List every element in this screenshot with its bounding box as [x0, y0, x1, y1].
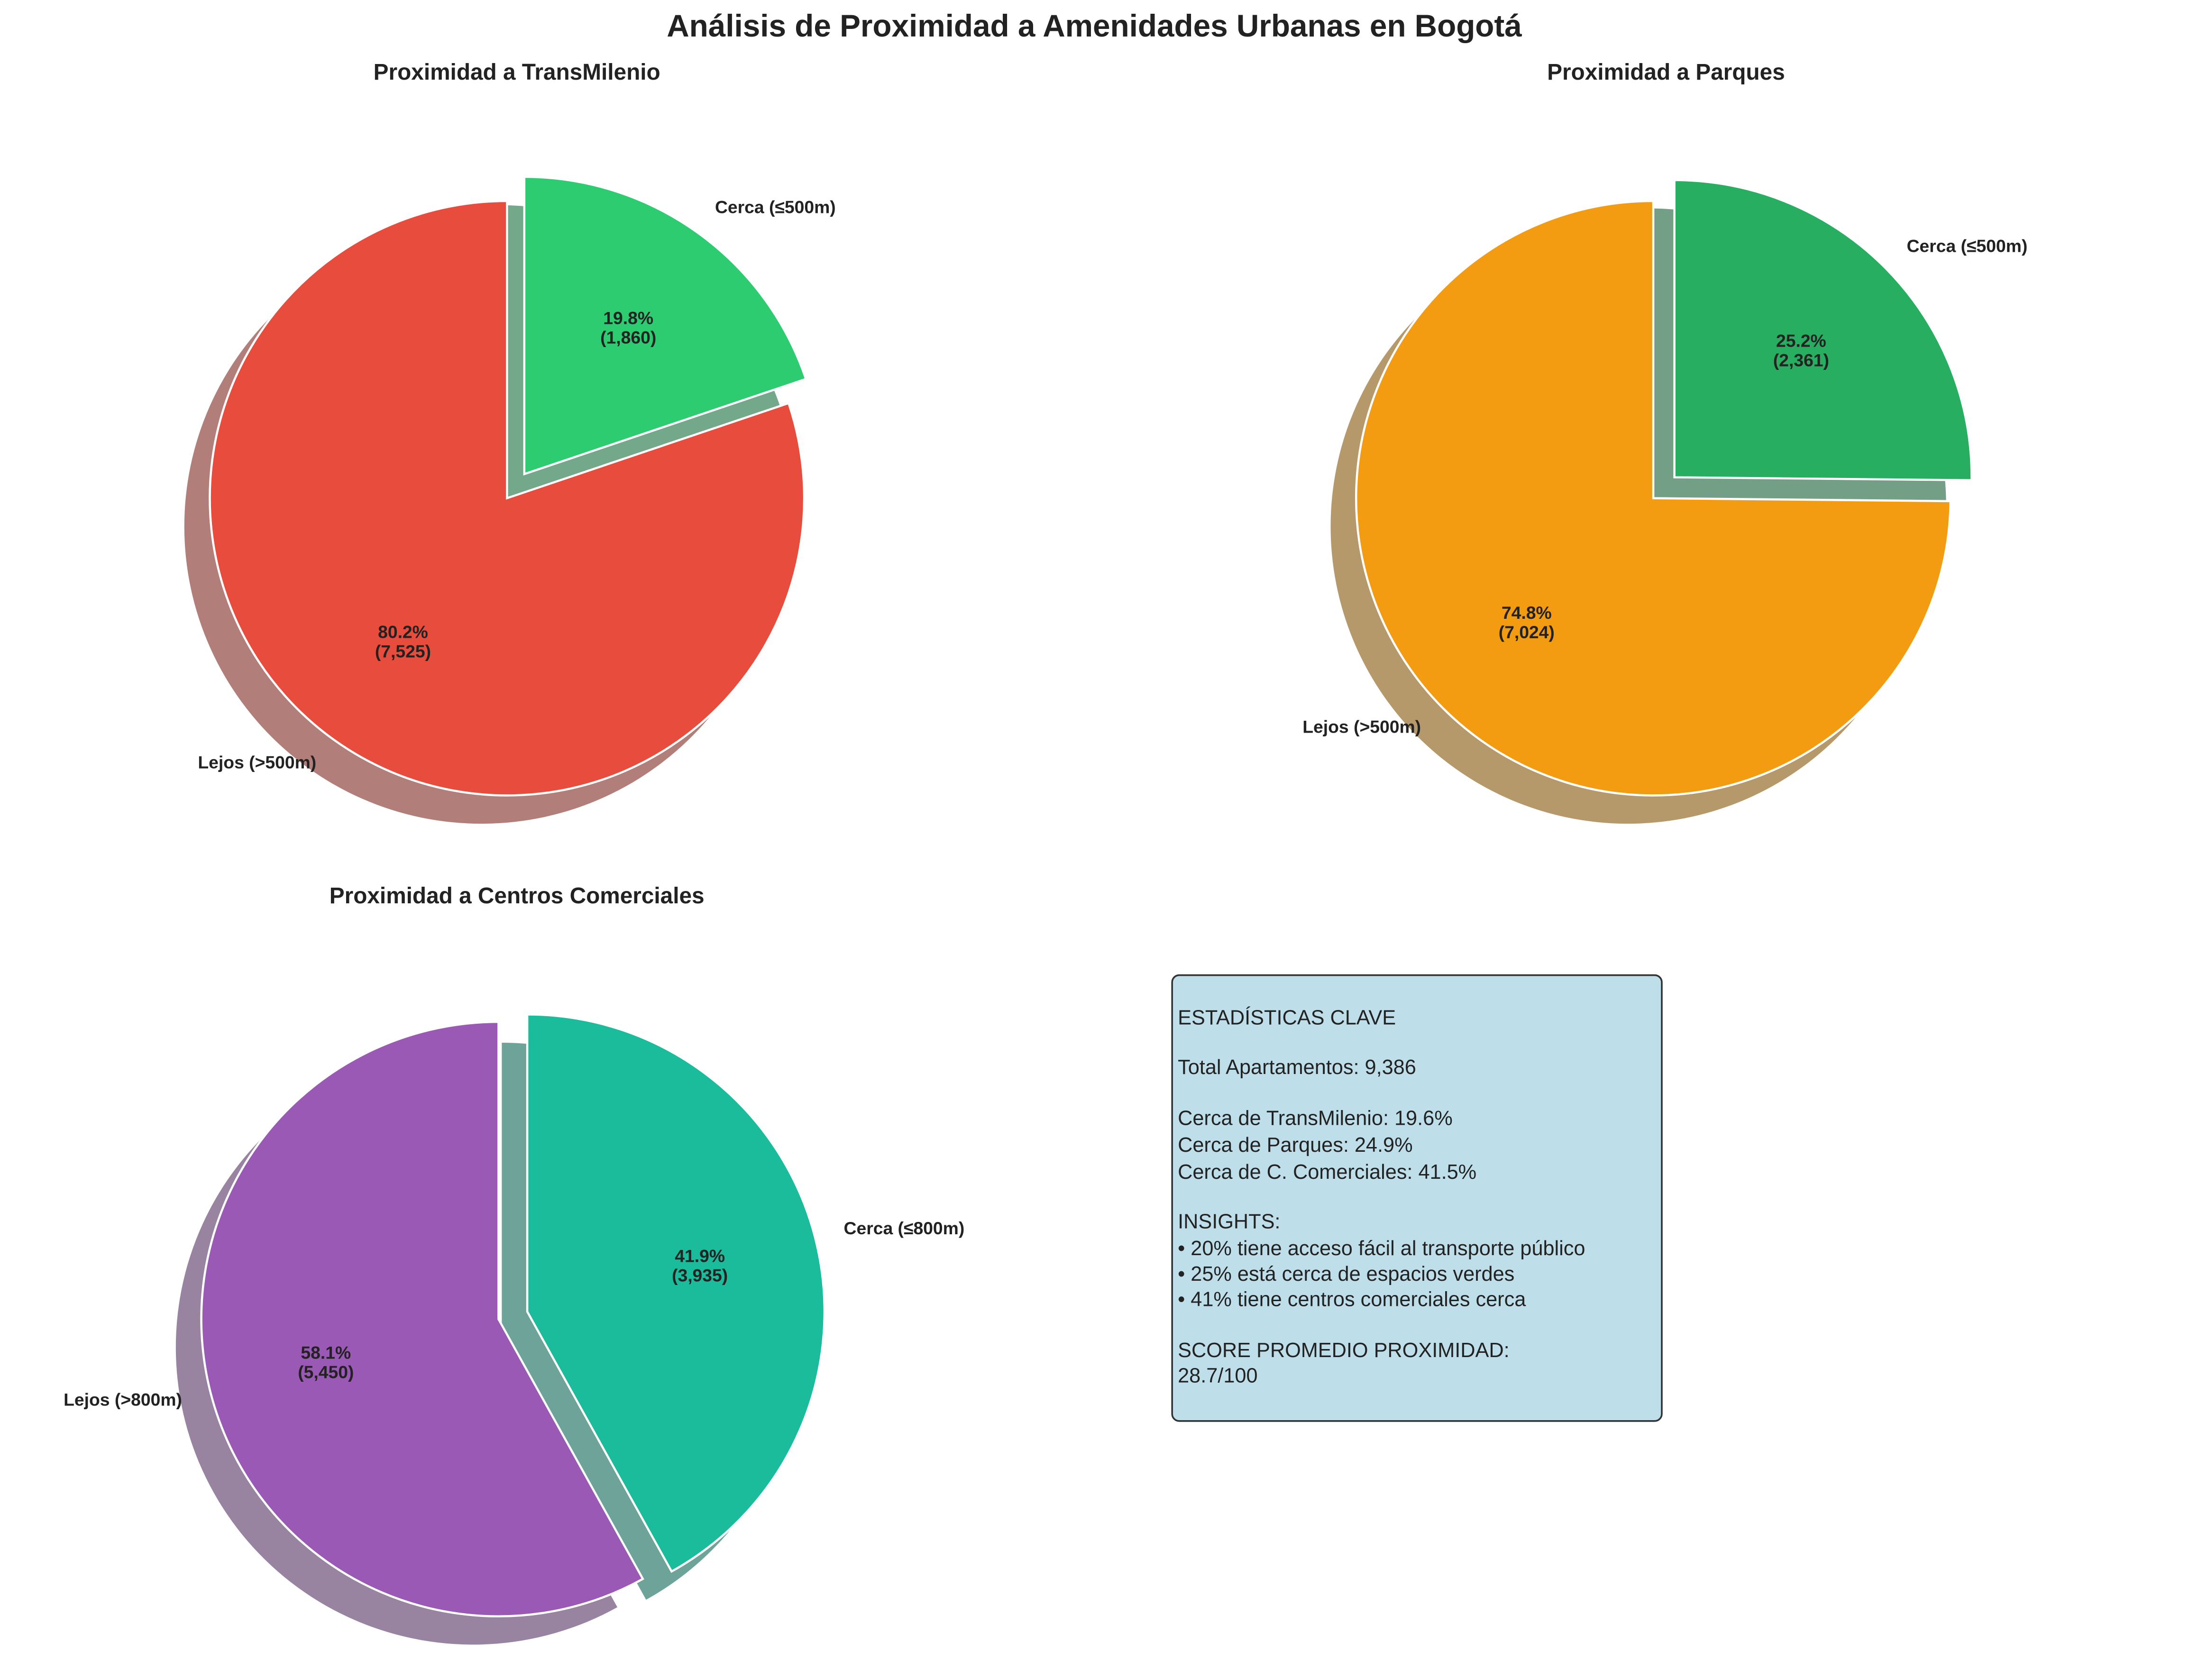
stats-line: Cerca de C. Comerciales: 41.5%: [1178, 1161, 1476, 1184]
stats-line: 28.7/100: [1178, 1365, 1257, 1387]
stats-line: SCORE PROMEDIO PROXIMIDAD:: [1178, 1339, 1510, 1362]
category-label: Lejos (>500m): [1302, 717, 1421, 737]
category-label: Lejos (>500m): [198, 753, 316, 772]
pie-wedge: [1355, 200, 1952, 797]
pie-wedge: [1673, 179, 1973, 482]
chart-title: Proximidad a Centros Comerciales: [330, 883, 705, 909]
stats-line: ESTADÍSTICAS CLAVE: [1178, 1007, 1396, 1029]
stats-line: Cerca de TransMilenio: 19.6%: [1178, 1107, 1453, 1129]
category-label: Cerca (≤500m): [1907, 236, 2028, 256]
pie-wedge: [200, 1020, 644, 1617]
value-label: 19.8% (1,860): [600, 308, 656, 348]
chart-title: Proximidad a TransMilenio: [374, 60, 660, 85]
pie-wedge: [523, 175, 807, 476]
stats-line: Total Apartamentos: 9,386: [1178, 1056, 1416, 1079]
category-label: Cerca (≤500m): [715, 197, 836, 217]
value-label: 25.2% (2,361): [1773, 330, 1829, 370]
stats-line: Cerca de Parques: 24.9%: [1178, 1134, 1412, 1157]
value-label: 80.2% (7,525): [375, 622, 431, 661]
value-label: 58.1% (5,450): [298, 1343, 354, 1382]
category-label: Lejos (>800m): [64, 1390, 182, 1410]
value-label: 41.9% (3,935): [672, 1246, 728, 1285]
pie-wedge: [209, 200, 806, 797]
stats-line: INSIGHTS:: [1178, 1210, 1280, 1233]
category-label: Cerca (≤800m): [844, 1218, 965, 1238]
chart-title: Proximidad a Parques: [1547, 60, 1785, 85]
stats-line: • 41% tiene centros comerciales cerca: [1178, 1288, 1526, 1311]
stats-line: • 25% está cerca de espacios verdes: [1178, 1263, 1514, 1285]
stats-box: [1171, 974, 1663, 1422]
value-label: 74.8% (7,024): [1499, 603, 1555, 642]
stats-line: • 20% tiene acceso fácil al transporte p…: [1178, 1237, 1585, 1260]
figure-title: Análisis de Proximidad a Amenidades Urba…: [667, 9, 1522, 43]
pie-wedge: [526, 1013, 826, 1573]
